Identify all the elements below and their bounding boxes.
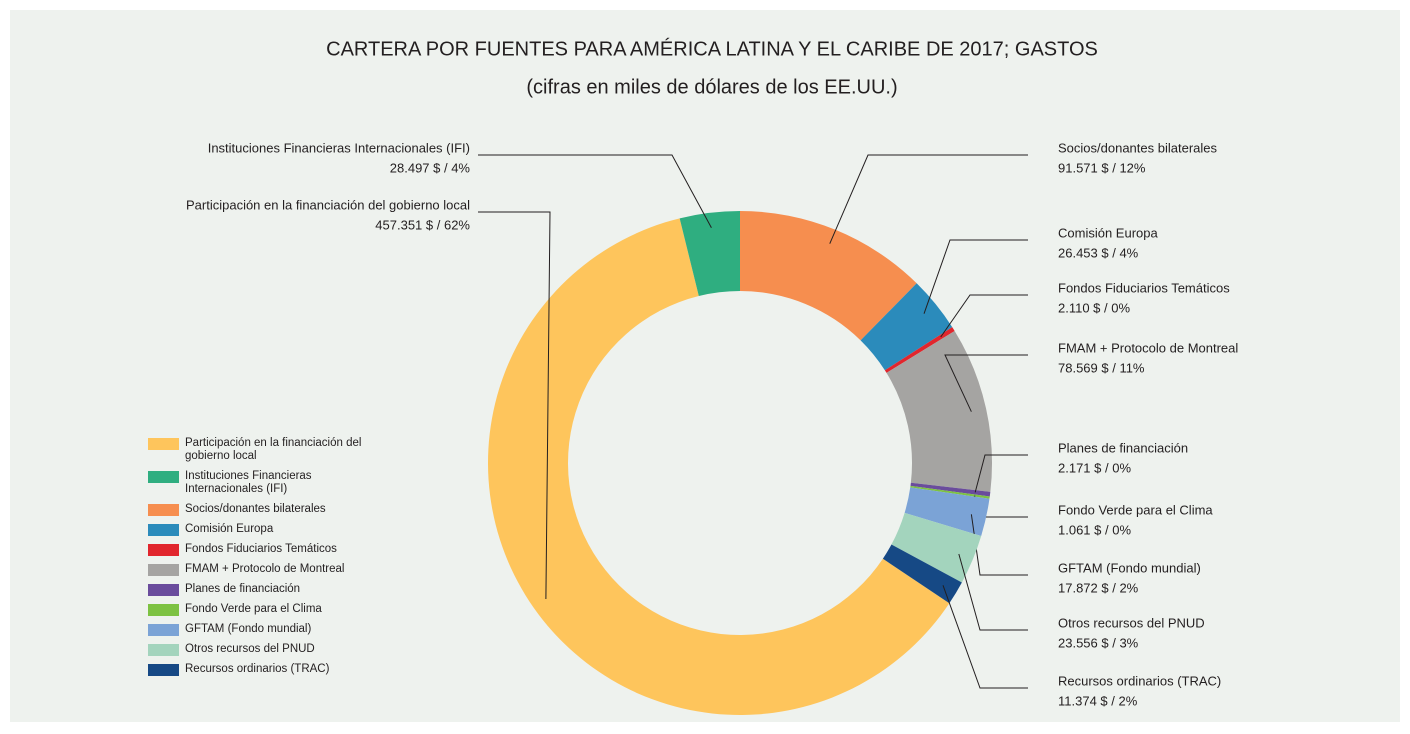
- legend-swatch: [148, 471, 179, 483]
- donut-slice: [904, 487, 990, 537]
- slice-label: Participación en la financiación del gob…: [186, 197, 470, 212]
- legend-label: Planes de financiación: [185, 583, 301, 595]
- leader-line: [940, 294, 1028, 338]
- legend-label: Participación en la financiación del gob…: [185, 437, 362, 462]
- legend-swatch: [148, 504, 179, 516]
- legend-item: Instituciones Financieras Internacionale…: [148, 470, 378, 496]
- legend-label: Socios/donantes bilaterales: [185, 503, 326, 515]
- donut-slice: [886, 330, 993, 492]
- value-label: 2.171 $ / 0%: [1058, 460, 1131, 475]
- slice-label: Comisión Europa: [1058, 225, 1158, 240]
- legend-label: FMAM + Protocolo de Montreal: [185, 563, 345, 575]
- legend-label: GFTAM (Fondo mundial): [185, 623, 312, 635]
- donut-slice: [488, 218, 950, 716]
- donut-slice: [891, 512, 982, 583]
- donut-slice: [910, 485, 990, 499]
- legend-swatch: [148, 624, 179, 636]
- value-label: 91.571 $ / 12%: [1058, 160, 1146, 175]
- legend-label: Fondo Verde para el Clima: [185, 603, 322, 615]
- leader-line: [942, 585, 1028, 689]
- legend-swatch: [148, 604, 179, 616]
- legend-label: Recursos ordinarios (TRAC): [185, 663, 330, 675]
- donut-slice: [884, 327, 955, 373]
- legend-item: Socios/donantes bilaterales: [148, 503, 378, 516]
- value-label: 17.872 $ / 2%: [1058, 580, 1139, 595]
- legend-label: Instituciones Financieras Internacionale…: [185, 470, 312, 495]
- legend: Participación en la financiación del gob…: [148, 437, 378, 683]
- donut-slice: [910, 482, 991, 497]
- donut-slice: [679, 211, 740, 297]
- legend-swatch: [148, 664, 179, 676]
- legend-swatch: [148, 524, 179, 536]
- value-label: 457.351 $ / 62%: [375, 217, 470, 232]
- chart-subtitle: (cifras en miles de dólares de los EE.UU…: [526, 76, 897, 98]
- leader-line: [974, 454, 1028, 493]
- legend-label: Fondos Fiduciarios Temáticos: [185, 543, 337, 555]
- leader-line: [944, 354, 1028, 412]
- value-label: 26.453 $ / 4%: [1058, 245, 1139, 260]
- donut-slice: [860, 283, 953, 371]
- value-label: 23.556 $ / 3%: [1058, 635, 1139, 650]
- value-label: 1.061 $ / 0%: [1058, 522, 1131, 537]
- legend-swatch: [148, 564, 179, 576]
- leader-line: [829, 154, 1028, 244]
- legend-item: GFTAM (Fondo mundial): [148, 623, 378, 636]
- legend-item: Fondos Fiduciarios Temáticos: [148, 543, 378, 556]
- leader-line: [958, 553, 1028, 631]
- legend-item: Fondo Verde para el Clima: [148, 603, 378, 616]
- legend-swatch: [148, 584, 179, 596]
- value-label: 2.110 $ / 0%: [1058, 300, 1130, 315]
- legend-label: Otros recursos del PNUD: [185, 643, 315, 655]
- leader-line: [923, 239, 1028, 314]
- donut-slice: [882, 544, 962, 604]
- slice-label: Otros recursos del PNUD: [1058, 615, 1205, 630]
- chart-title: CARTERA POR FUENTES PARA AMÉRICA LATINA …: [326, 37, 1098, 60]
- legend-item: Planes de financiación: [148, 583, 378, 596]
- legend-item: Recursos ordinarios (TRAC): [148, 663, 378, 676]
- legend-label: Comisión Europa: [185, 523, 274, 535]
- value-label: 28.497 $ / 4%: [390, 160, 471, 175]
- leader-line: [478, 211, 551, 599]
- slice-label: FMAM + Protocolo de Montreal: [1058, 340, 1238, 355]
- legend-item: Comisión Europa: [148, 523, 378, 536]
- slice-label: Instituciones Financieras Internacionale…: [208, 140, 470, 155]
- legend-swatch: [148, 544, 179, 556]
- legend-item: FMAM + Protocolo de Montreal: [148, 563, 378, 576]
- slice-label: Socios/donantes bilaterales: [1058, 140, 1217, 155]
- panel: [10, 10, 1400, 722]
- slice-label: GFTAM (Fondo mundial): [1058, 560, 1201, 575]
- value-label: 78.569 $ / 11%: [1058, 360, 1145, 375]
- value-label: 11.374 $ / 2%: [1058, 693, 1138, 708]
- slice-label: Fondos Fiduciarios Temáticos: [1058, 280, 1230, 295]
- legend-swatch: [148, 438, 179, 450]
- slice-label: Fondo Verde para el Clima: [1058, 502, 1213, 517]
- donut-slice: [740, 211, 917, 341]
- legend-item: Participación en la financiación del gob…: [148, 437, 378, 463]
- legend-item: Otros recursos del PNUD: [148, 643, 378, 656]
- slice-label: Planes de financiación: [1058, 440, 1188, 455]
- legend-swatch: [148, 644, 179, 656]
- slice-label: Recursos ordinarios (TRAC): [1058, 673, 1221, 688]
- leader-line: [478, 154, 712, 228]
